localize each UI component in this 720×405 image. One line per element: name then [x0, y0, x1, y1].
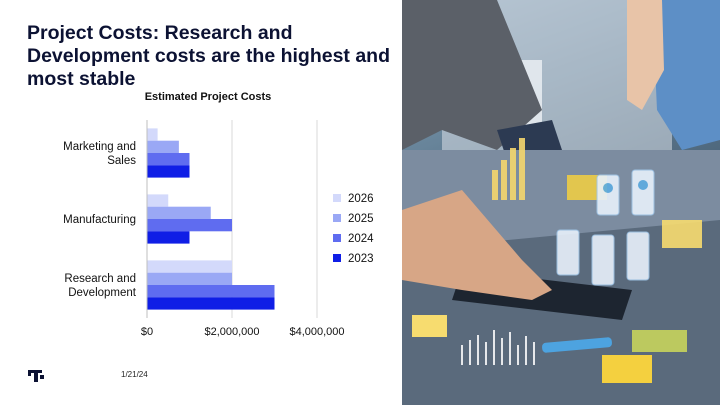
- x-tick-label: $0: [141, 326, 153, 338]
- slide-date: 1/21/24: [121, 370, 148, 379]
- legend-label: 2024: [348, 233, 374, 245]
- bar-2024: [147, 153, 190, 166]
- bar-2024: [147, 285, 275, 298]
- category-label: Sales: [107, 155, 136, 167]
- bar-2025: [147, 140, 179, 153]
- collaboration-photo-illustration: [402, 0, 720, 405]
- cost-chart: Estimated Project Costs $0 $2,000,000 $4,0…: [0, 80, 402, 355]
- category-label: Manufacturing: [63, 214, 136, 226]
- legend-swatch: [333, 254, 341, 262]
- collaboration-photo: [402, 0, 720, 405]
- bar-2025: [147, 272, 232, 285]
- x-tick-label: $4,000,000: [289, 326, 344, 338]
- chart-title: Estimated Project Costs: [145, 91, 272, 103]
- bar-2026: [147, 194, 169, 207]
- category-label: Research and: [64, 273, 136, 285]
- bar-2026: [147, 128, 158, 141]
- bar-2026: [147, 260, 232, 273]
- category-label: Marketing and: [63, 141, 136, 153]
- legend-swatch: [333, 214, 341, 222]
- legend-label: 2025: [348, 213, 374, 225]
- bar-2023: [147, 165, 190, 178]
- company-logo-icon: [28, 370, 44, 382]
- bar-2023: [147, 231, 190, 244]
- x-tick-label: $2,000,000: [204, 326, 259, 338]
- cost-chart-svg: Estimated Project Costs $0 $2,000,000 $4,0…: [63, 91, 374, 338]
- bar-2023: [147, 297, 275, 310]
- category-label: Development: [68, 287, 137, 299]
- slide-title: Project Costs: Research and Development …: [27, 22, 391, 90]
- legend-swatch: [333, 234, 341, 242]
- bar-2024: [147, 219, 232, 232]
- legend-label: 2026: [348, 193, 374, 205]
- legend-swatch: [333, 194, 341, 202]
- legend-label: 2023: [348, 253, 374, 265]
- bar-2025: [147, 206, 211, 219]
